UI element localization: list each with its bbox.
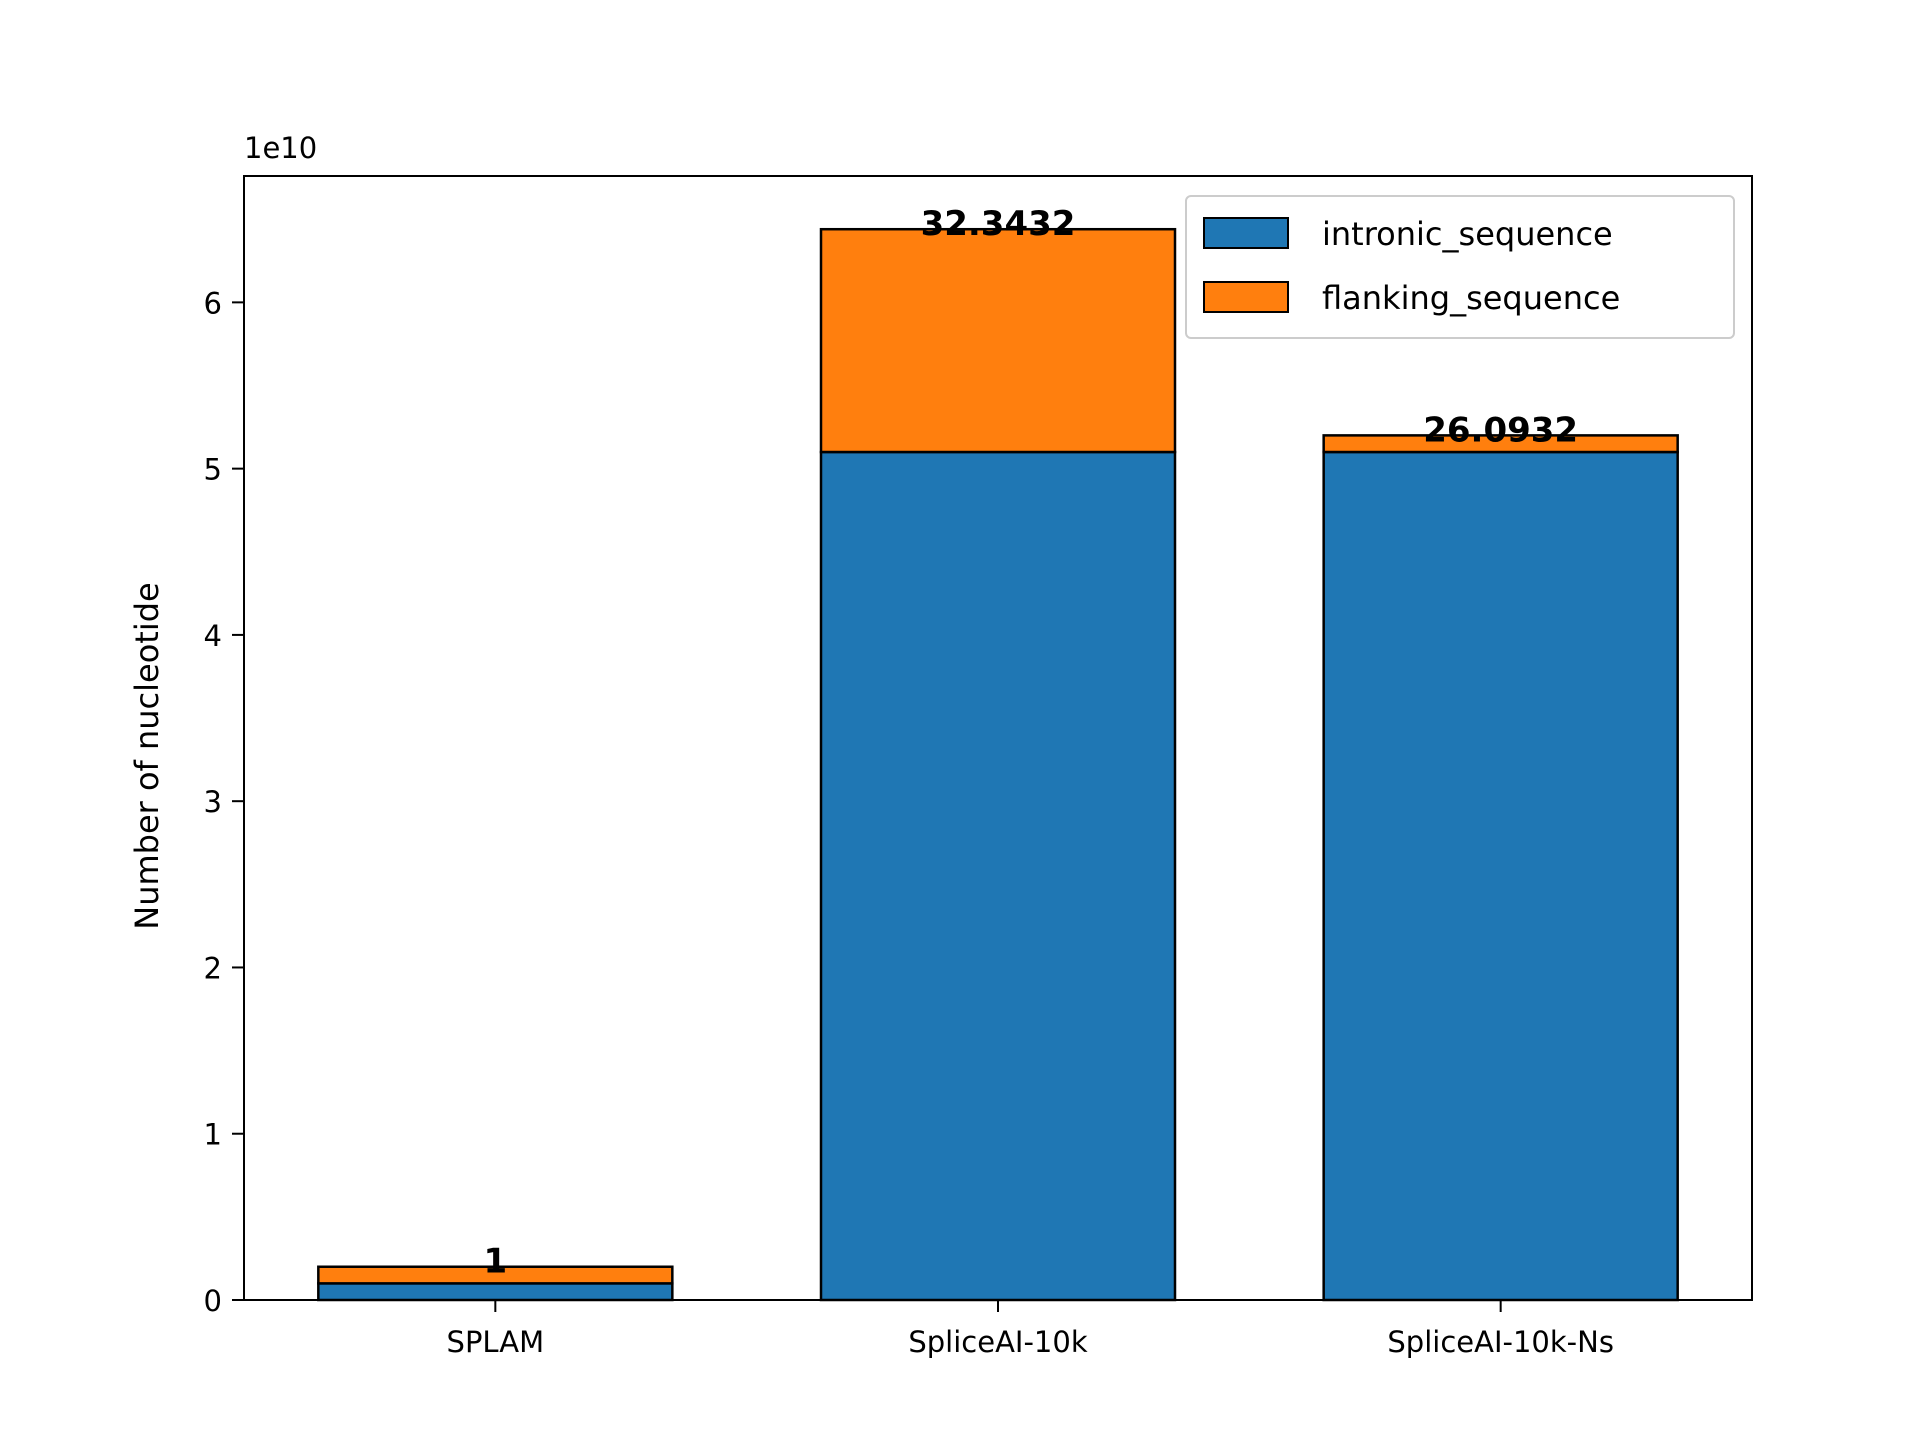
y-tick-label-0: 0 xyxy=(204,1284,222,1318)
y-tick-label-1: 1 xyxy=(204,1118,222,1152)
legend-item-flanking: flanking_sequence xyxy=(1203,279,1620,317)
bar-flanking-sequence-0 xyxy=(317,1265,674,1285)
bar-intronic-sequence-2 xyxy=(1322,450,1679,1302)
bar-intronic-sequence-0 xyxy=(317,1282,674,1302)
legend-swatch-intronic xyxy=(1203,217,1289,249)
y-tick-label-2: 2 xyxy=(204,951,222,985)
y-tick-label-3: 3 xyxy=(204,785,222,819)
y-scale-label: 1e10 xyxy=(244,131,317,165)
data-label-0: 1 xyxy=(483,1242,507,1282)
legend-label-flanking: flanking_sequence xyxy=(1322,279,1620,317)
x-tick-label-2: SpliceAI-10k-Ns xyxy=(1387,1325,1614,1359)
y-tick-label-5: 5 xyxy=(204,453,222,487)
y-axis-title: Number of nucleotide xyxy=(128,582,166,929)
bar-flanking-sequence-1 xyxy=(819,227,1177,454)
legend: intronic_sequence flanking_sequence xyxy=(1185,195,1735,339)
x-axis: SPLAM SpliceAI-10k SpliceAI-10k-Ns xyxy=(447,1300,1614,1359)
x-tick-label-0: SPLAM xyxy=(447,1325,545,1359)
y-tick-label-4: 4 xyxy=(204,619,222,653)
legend-label-intronic: intronic_sequence xyxy=(1322,215,1613,253)
data-labels: 1 32.3432 26.0932 xyxy=(483,204,1578,1282)
legend-swatch-flanking xyxy=(1203,281,1289,313)
data-label-1: 32.3432 xyxy=(921,204,1076,244)
x-tick-label-1: SpliceAI-10k xyxy=(908,1325,1087,1359)
bar-flanking-sequence-2 xyxy=(1322,434,1679,454)
legend-item-intronic: intronic_sequence xyxy=(1203,215,1613,253)
bar-intronic-sequence-1 xyxy=(819,450,1177,1302)
plot-frame xyxy=(243,175,1753,1301)
y-axis: 0 1 2 3 4 5 6 xyxy=(204,286,244,1318)
data-label-2: 26.0932 xyxy=(1423,410,1578,450)
legend-box xyxy=(1185,195,1735,339)
y-tick-label-6: 6 xyxy=(204,286,222,320)
bars-layer xyxy=(317,227,1679,1302)
